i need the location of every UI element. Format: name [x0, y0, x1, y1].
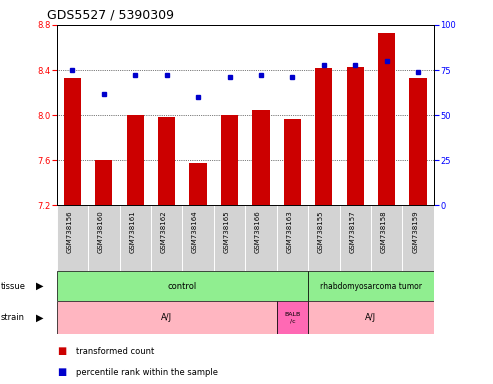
- Text: transformed count: transformed count: [76, 347, 155, 356]
- Text: tissue: tissue: [0, 281, 26, 291]
- Text: GSM738162: GSM738162: [161, 210, 167, 253]
- Text: GSM738165: GSM738165: [223, 210, 230, 253]
- Text: GSM738164: GSM738164: [192, 210, 198, 253]
- Text: GSM738159: GSM738159: [412, 210, 418, 253]
- Text: GSM738163: GSM738163: [286, 210, 292, 253]
- Bar: [57, 271, 308, 301]
- Text: GSM738156: GSM738156: [67, 210, 72, 253]
- Bar: [315, 68, 332, 205]
- Bar: [308, 301, 434, 334]
- Bar: [347, 67, 364, 205]
- Bar: [252, 109, 270, 205]
- Bar: [221, 115, 238, 205]
- Bar: [189, 162, 207, 205]
- Text: control: control: [168, 281, 197, 291]
- Bar: [277, 301, 308, 334]
- Text: GSM738160: GSM738160: [98, 210, 104, 253]
- Bar: [410, 78, 427, 205]
- Text: rhabdomyosarcoma tumor: rhabdomyosarcoma tumor: [320, 281, 422, 291]
- Text: GSM738155: GSM738155: [318, 210, 324, 253]
- Text: BALB
/c: BALB /c: [284, 312, 301, 323]
- Text: GSM738161: GSM738161: [129, 210, 135, 253]
- Text: A/J: A/J: [365, 313, 377, 322]
- Text: A/J: A/J: [161, 313, 172, 322]
- Bar: [127, 115, 144, 205]
- Text: ■: ■: [57, 346, 66, 356]
- Bar: [64, 78, 81, 205]
- Bar: [284, 119, 301, 205]
- Bar: [158, 118, 176, 205]
- Text: GSM738166: GSM738166: [255, 210, 261, 253]
- Bar: [308, 271, 434, 301]
- Bar: [95, 161, 112, 205]
- Bar: [57, 301, 277, 334]
- Bar: [378, 33, 395, 205]
- Text: percentile rank within the sample: percentile rank within the sample: [76, 368, 218, 377]
- Text: ▶: ▶: [36, 281, 43, 291]
- Text: GSM738157: GSM738157: [349, 210, 355, 253]
- Text: GSM738158: GSM738158: [381, 210, 387, 253]
- Text: GDS5527 / 5390309: GDS5527 / 5390309: [47, 8, 174, 21]
- Text: ■: ■: [57, 367, 66, 377]
- Text: strain: strain: [0, 313, 25, 322]
- Text: ▶: ▶: [36, 313, 43, 323]
